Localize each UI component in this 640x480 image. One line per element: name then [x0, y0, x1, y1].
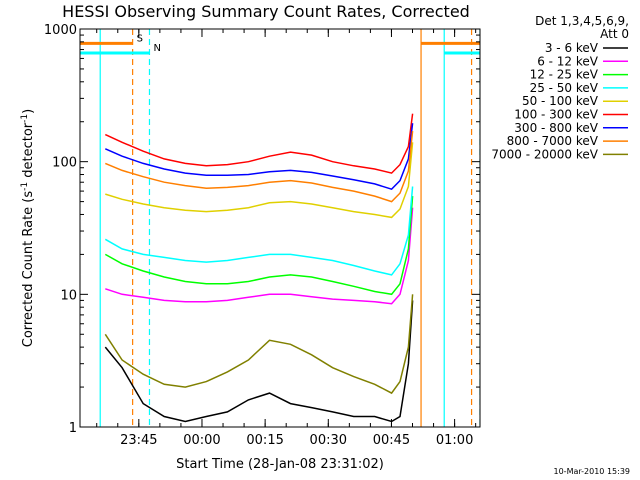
legend-label: 6 - 12 keV	[537, 54, 599, 68]
x-tick-label: 00:45	[373, 433, 410, 448]
series-line	[105, 131, 414, 203]
legend-header-detectors: Det 1,3,4,5,6,9,	[535, 14, 629, 28]
flag-label: N	[153, 43, 160, 54]
y-axis-label: Corrected Count Rate (s-1 detector-1)	[20, 109, 36, 347]
plot-area: SN	[80, 29, 480, 427]
legend-label: 3 - 6 keV	[545, 41, 599, 55]
plot-frame	[79, 28, 481, 428]
y-tick-label: 10	[60, 288, 77, 303]
y-tick-label: 100	[52, 156, 77, 171]
x-tick-label: 00:30	[310, 433, 347, 448]
series-line	[104, 186, 414, 276]
y-tick-label: 1000	[44, 23, 77, 38]
legend-label: 800 - 7000 keV	[507, 134, 599, 148]
series-line	[104, 300, 414, 423]
y-tick-label: 1	[69, 421, 77, 436]
legend-label: 100 - 300 keV	[514, 108, 598, 122]
legend-header-attenuator: Att 0	[600, 27, 629, 41]
chart-title: HESSI Observing Summary Count Rates, Cor…	[62, 2, 470, 21]
legend-label: 50 - 100 keV	[522, 94, 599, 108]
flag-label: S	[137, 33, 143, 44]
x-tick-label: 23:45	[120, 433, 157, 448]
series-line	[104, 113, 414, 174]
legend-label: 7000 - 20000 keV	[491, 147, 598, 161]
x-axis-label: Start Time (28-Jan-08 23:31:02)	[176, 457, 384, 472]
series-line	[104, 123, 414, 191]
series-line	[105, 207, 414, 305]
series-line	[104, 196, 414, 296]
series-line	[104, 294, 414, 395]
legend-label: 12 - 25 keV	[530, 68, 599, 82]
legend-label: 25 - 50 keV	[530, 81, 599, 95]
x-tick-label: 01:00	[436, 433, 473, 448]
series-line	[105, 142, 414, 219]
timestamp: 10-Mar-2010 15:39	[554, 467, 631, 476]
y-axis: 1 10 100 1000	[44, 23, 480, 436]
x-axis: 23:45 00:00 00:15 00:30 00:45 01:00	[96, 29, 477, 448]
x-tick-label: 00:15	[246, 433, 283, 448]
legend-label: 300 - 800 keV	[514, 121, 598, 135]
x-tick-label: 00:00	[183, 433, 220, 448]
